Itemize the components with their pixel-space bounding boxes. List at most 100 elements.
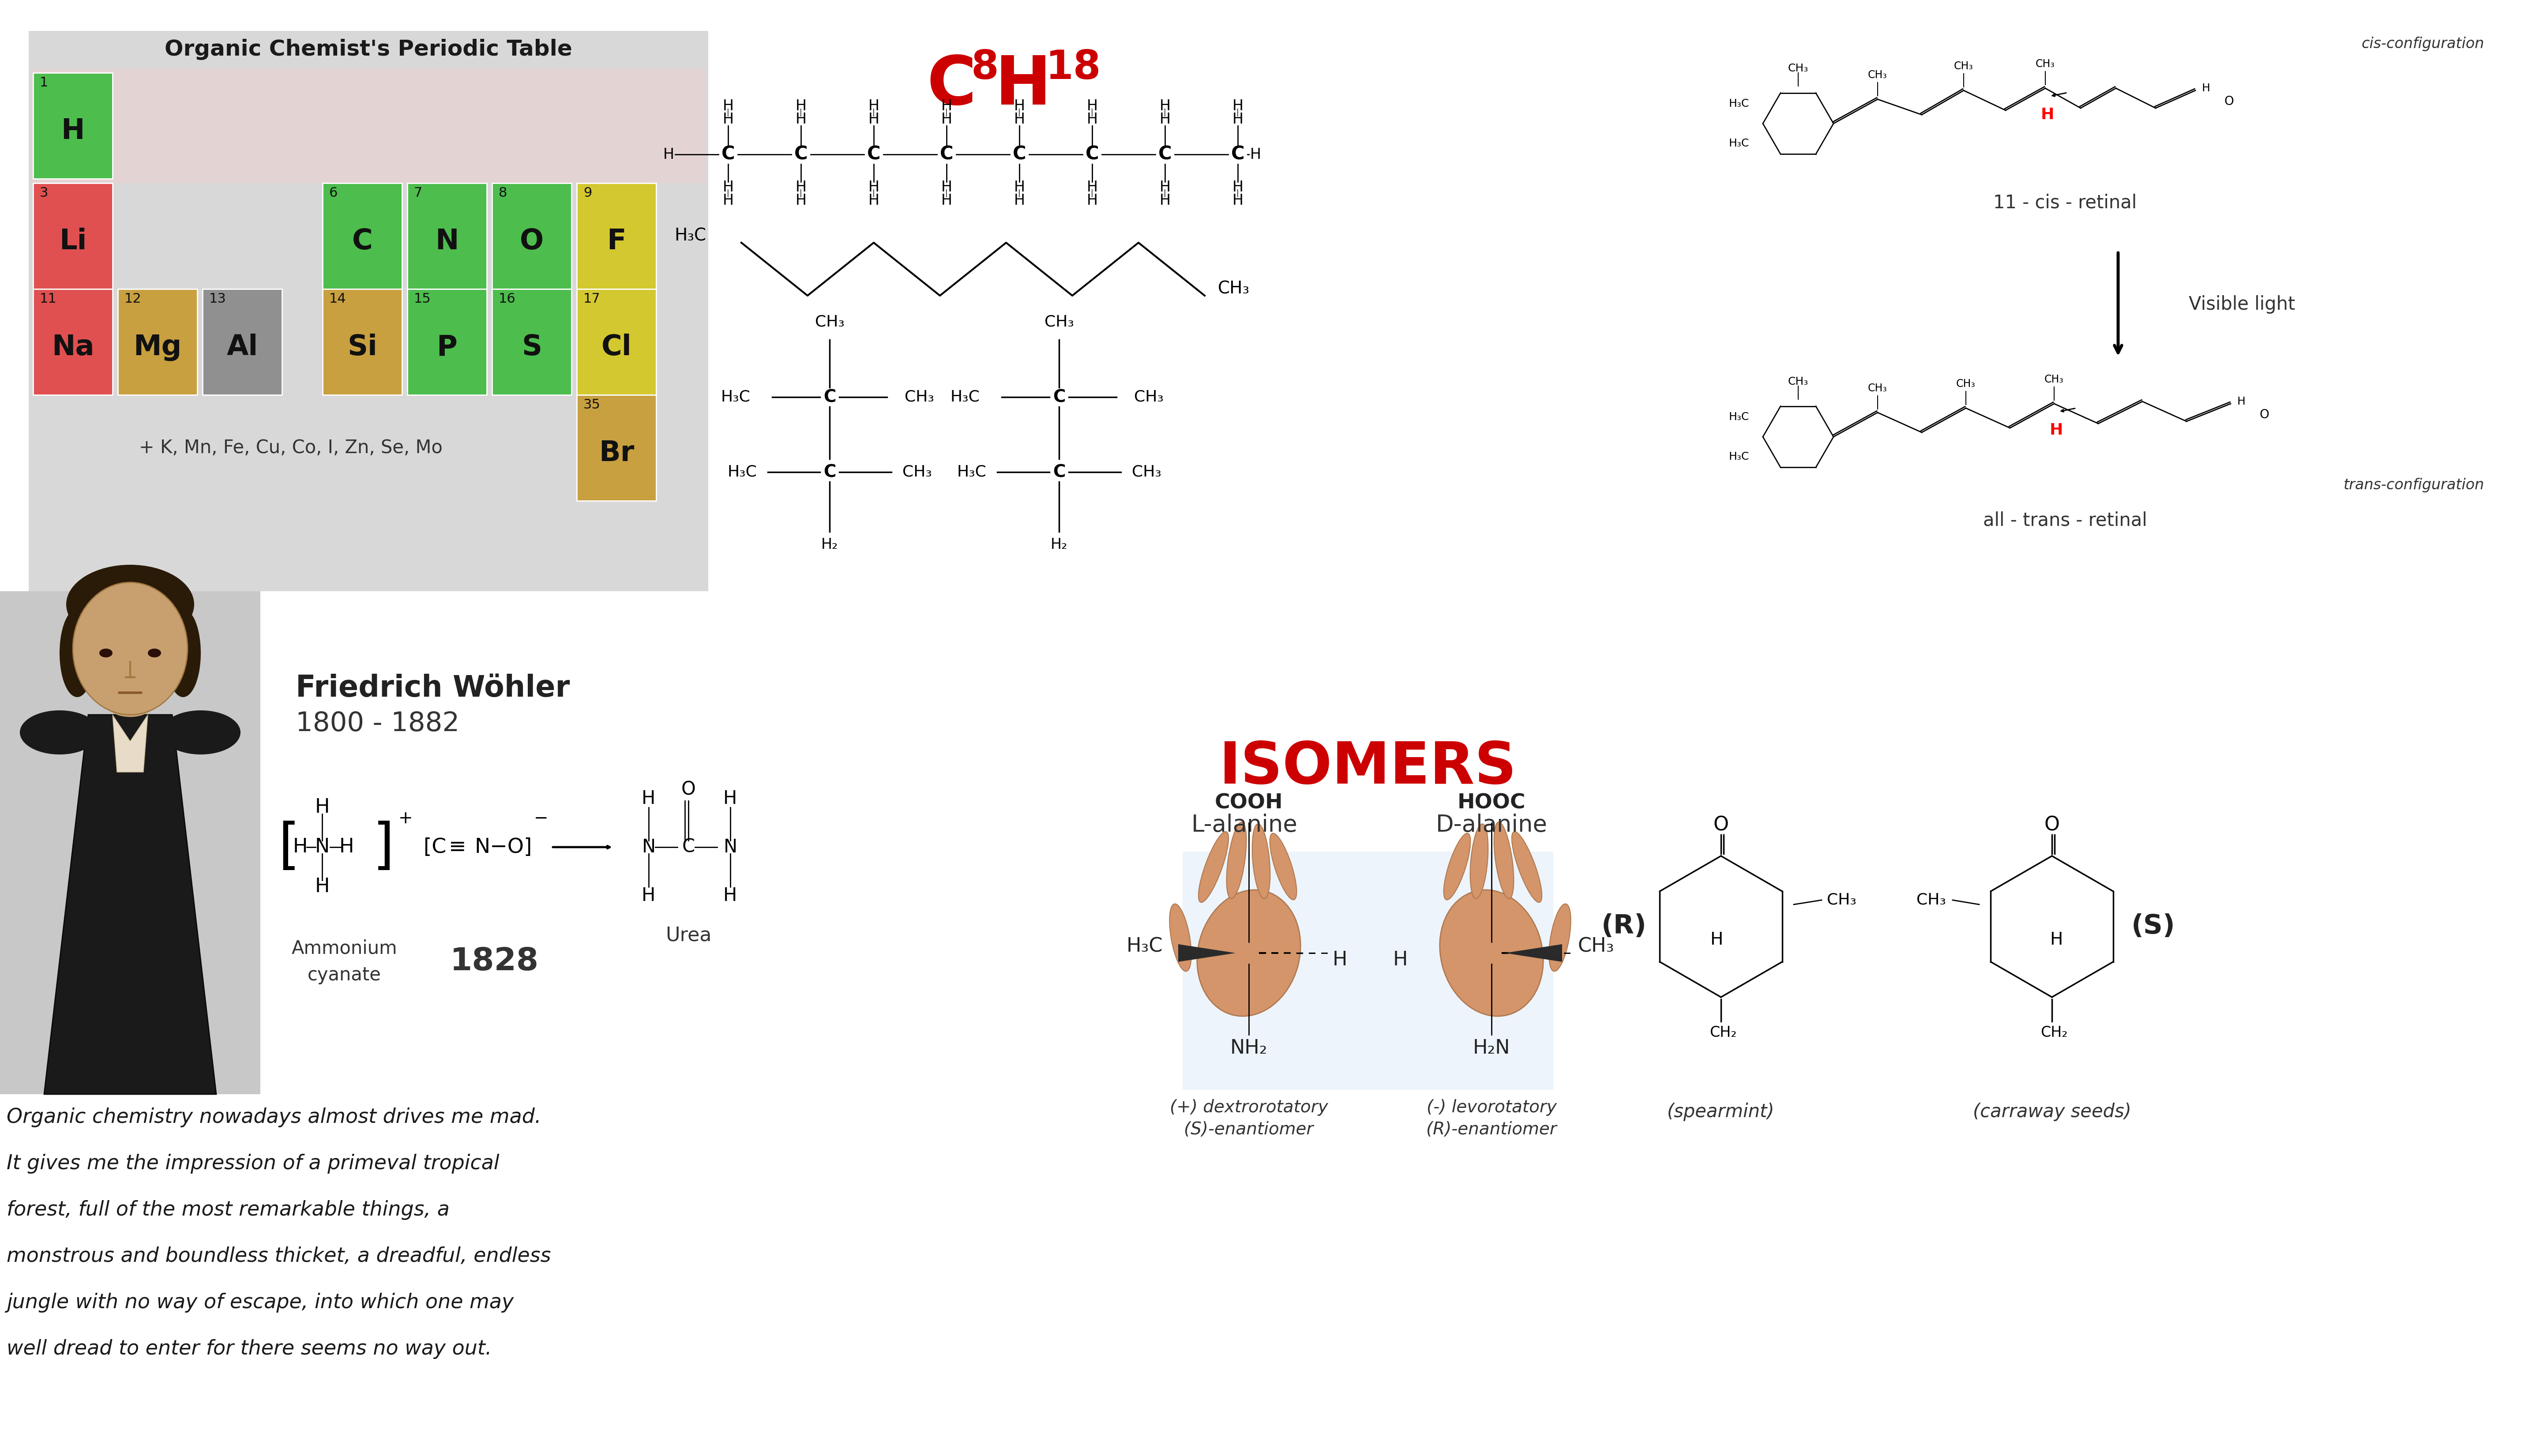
Text: CH₃: CH₃ xyxy=(1131,464,1161,479)
FancyBboxPatch shape xyxy=(322,183,403,288)
Text: C: C xyxy=(1230,146,1245,163)
Text: H: H xyxy=(1709,932,1722,948)
Text: H: H xyxy=(1159,194,1172,208)
Text: C: C xyxy=(1012,146,1027,163)
Text: Visible light: Visible light xyxy=(2189,296,2295,313)
Text: CH₃: CH₃ xyxy=(1788,63,1808,74)
Text: N: N xyxy=(314,837,330,856)
Text: H: H xyxy=(867,112,880,127)
Ellipse shape xyxy=(1440,890,1544,1016)
Text: 1800 - 1882: 1800 - 1882 xyxy=(297,711,459,737)
Text: H: H xyxy=(2201,83,2211,93)
Text: NH₂: NH₂ xyxy=(1230,1038,1268,1057)
FancyBboxPatch shape xyxy=(28,31,708,68)
Ellipse shape xyxy=(1271,833,1296,900)
FancyBboxPatch shape xyxy=(28,31,708,591)
Ellipse shape xyxy=(1494,823,1514,898)
Polygon shape xyxy=(1182,852,1552,1089)
Text: S: S xyxy=(522,333,543,361)
Text: H: H xyxy=(1085,181,1098,195)
Text: H: H xyxy=(1159,112,1172,127)
Text: 8: 8 xyxy=(971,48,999,87)
Text: (S): (S) xyxy=(2130,913,2176,939)
Text: +: + xyxy=(398,810,413,827)
Text: H: H xyxy=(2237,396,2244,406)
Text: jungle with no way of escape, into which one may: jungle with no way of escape, into which… xyxy=(8,1293,515,1313)
Text: H: H xyxy=(796,181,806,195)
Ellipse shape xyxy=(99,648,112,658)
Ellipse shape xyxy=(1200,831,1227,903)
Text: cyanate: cyanate xyxy=(307,965,380,984)
Ellipse shape xyxy=(74,582,188,715)
Text: H: H xyxy=(867,99,880,114)
Text: H: H xyxy=(1085,99,1098,114)
Text: + K, Mn, Fe, Cu, Co, I, Zn, Se, Mo: + K, Mn, Fe, Cu, Co, I, Zn, Se, Mo xyxy=(139,438,444,457)
Text: CH₂: CH₂ xyxy=(1709,1025,1737,1040)
Text: H: H xyxy=(723,887,738,906)
FancyBboxPatch shape xyxy=(408,183,487,288)
Text: C: C xyxy=(794,146,806,163)
Text: C: C xyxy=(824,463,837,480)
Ellipse shape xyxy=(1511,831,1542,903)
Text: CH₃: CH₃ xyxy=(905,390,933,405)
FancyBboxPatch shape xyxy=(33,183,112,288)
Text: 14: 14 xyxy=(330,293,347,306)
Text: CH₃: CH₃ xyxy=(1953,61,1973,71)
Text: H: H xyxy=(1250,147,1260,162)
Text: C: C xyxy=(1159,146,1172,163)
Text: H: H xyxy=(796,194,806,208)
Text: H₂: H₂ xyxy=(1050,537,1068,552)
Text: (R)-enantiomer: (R)-enantiomer xyxy=(1425,1121,1557,1139)
Text: cis-configuration: cis-configuration xyxy=(2361,36,2485,51)
Polygon shape xyxy=(112,715,147,772)
Text: 11: 11 xyxy=(41,293,56,306)
Text: N: N xyxy=(642,837,654,856)
Polygon shape xyxy=(43,715,216,1095)
Text: H: H xyxy=(2049,422,2064,438)
Text: 7: 7 xyxy=(413,186,424,199)
Text: Na: Na xyxy=(51,333,94,361)
FancyBboxPatch shape xyxy=(203,288,281,395)
Text: CH₃: CH₃ xyxy=(1955,379,1976,389)
Text: Mg: Mg xyxy=(134,333,183,361)
Text: Organic Chemist's Periodic Table: Organic Chemist's Periodic Table xyxy=(165,39,573,60)
Text: H: H xyxy=(1232,194,1243,208)
Text: C: C xyxy=(926,52,976,119)
FancyBboxPatch shape xyxy=(576,288,657,395)
Text: H: H xyxy=(1159,181,1172,195)
Text: H: H xyxy=(1232,99,1243,114)
Text: ≡: ≡ xyxy=(449,837,467,858)
FancyBboxPatch shape xyxy=(492,183,571,288)
Text: H: H xyxy=(1014,112,1025,127)
Text: Si: Si xyxy=(347,333,378,361)
Text: 16: 16 xyxy=(500,293,515,306)
Text: H: H xyxy=(1331,951,1347,970)
Text: D-alanine: D-alanine xyxy=(1435,814,1547,837)
FancyBboxPatch shape xyxy=(33,288,112,395)
FancyBboxPatch shape xyxy=(33,73,112,179)
Text: C: C xyxy=(941,146,954,163)
Text: Li: Li xyxy=(58,227,86,255)
FancyBboxPatch shape xyxy=(30,68,705,183)
Text: H: H xyxy=(723,789,738,808)
Text: H: H xyxy=(723,194,733,208)
Ellipse shape xyxy=(1471,824,1489,898)
Text: H: H xyxy=(1392,951,1407,970)
Text: H: H xyxy=(662,147,675,162)
Text: COOH: COOH xyxy=(1215,794,1283,812)
Text: O: O xyxy=(520,227,543,255)
Text: H: H xyxy=(796,112,806,127)
Ellipse shape xyxy=(162,711,241,754)
Text: CH₂: CH₂ xyxy=(2041,1025,2067,1040)
Text: CH₃: CH₃ xyxy=(1917,893,1945,907)
FancyBboxPatch shape xyxy=(0,591,261,1095)
Text: CH₃: CH₃ xyxy=(1045,314,1073,329)
Text: C: C xyxy=(1052,389,1065,405)
Text: 13: 13 xyxy=(208,293,226,306)
Text: H₃C: H₃C xyxy=(675,227,705,245)
Polygon shape xyxy=(1504,943,1562,962)
Text: 35: 35 xyxy=(583,397,601,411)
Text: H: H xyxy=(723,181,733,195)
Text: H: H xyxy=(867,181,880,195)
Text: H: H xyxy=(867,194,880,208)
